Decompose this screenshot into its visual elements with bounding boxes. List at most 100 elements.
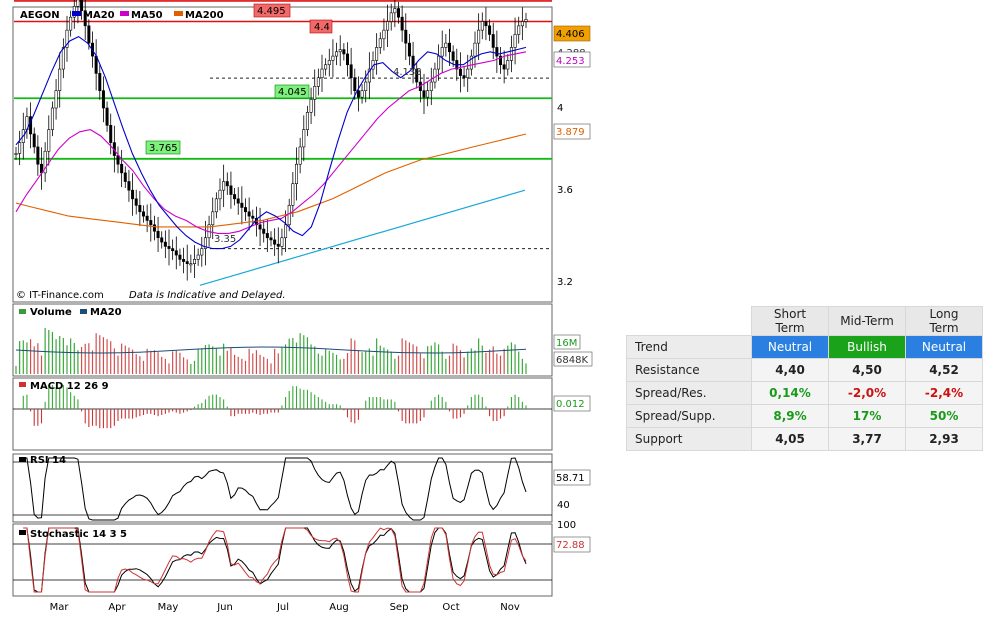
spread-res-short: 0,14% — [751, 381, 829, 405]
candle-body — [495, 47, 499, 57]
candle-body — [61, 47, 65, 70]
candle-body — [513, 34, 517, 48]
candle-body — [291, 183, 295, 206]
legend-ma200-swatch — [174, 11, 183, 16]
legend-ma50: MA50 — [131, 10, 163, 21]
candle-body — [182, 259, 186, 262]
candle-body — [316, 77, 320, 87]
y-tick-label: 3.6 — [557, 185, 573, 196]
candle-body — [309, 99, 313, 113]
rsi-label: RSI 14 — [30, 455, 66, 466]
header-long-term: Long Term — [905, 306, 983, 336]
trend-header-corner — [626, 306, 752, 336]
legend-ma20-swatch — [72, 11, 81, 16]
legend-ma20: MA20 — [83, 10, 115, 21]
candle-body — [47, 129, 51, 152]
candle-body — [244, 207, 248, 213]
y-tick-label: 3.2 — [557, 277, 573, 288]
candle-body — [327, 60, 331, 66]
x-tick-month: May — [158, 602, 179, 613]
support-box-2 — [145, 140, 181, 155]
macd-value: 0.012 — [556, 399, 585, 410]
macd-panel — [12, 377, 553, 451]
rsi-panel — [12, 453, 553, 523]
watermark: © IT-Finance.com — [16, 290, 104, 301]
rsi-swatch — [19, 457, 26, 462]
candle-body — [251, 215, 255, 219]
ma200-price-box — [553, 123, 591, 140]
candle-body — [520, 21, 524, 27]
resistance-long: 4,52 — [905, 358, 983, 382]
candle-body — [375, 47, 379, 61]
candle-body — [407, 42, 411, 57]
candle-body — [298, 146, 302, 165]
ma20-line — [15, 35, 527, 250]
candle-body — [225, 181, 229, 187]
last-price-box — [553, 25, 591, 42]
candle-body — [174, 250, 178, 256]
candle-body — [83, 10, 87, 27]
candle-body — [14, 153, 18, 155]
candle-body — [389, 12, 393, 22]
candle-body — [462, 75, 466, 79]
row-label-resistance: Resistance — [626, 358, 752, 382]
candle-body — [160, 237, 164, 243]
candle-body — [222, 181, 226, 191]
candle-body — [447, 42, 451, 53]
table-row: Support 4,05 3,77 2,93 — [626, 427, 983, 451]
ma20-price-label: 4.253 — [556, 56, 585, 67]
y-tick-label: 4 — [557, 103, 563, 114]
candle-body — [76, 0, 80, 7]
candle-body — [65, 29, 69, 48]
candle-body — [284, 224, 288, 239]
volume-swatch — [19, 309, 26, 314]
candle-body — [393, 8, 397, 14]
candle-body — [444, 42, 448, 48]
trend-header-row: Short Term Mid-Term Long Term — [626, 306, 983, 336]
x-tick-month: Sep — [390, 602, 409, 613]
trend-mid: Bullish — [828, 335, 906, 359]
volume-ma-swatch — [80, 309, 87, 314]
candle-body — [458, 68, 462, 76]
candle-body — [429, 81, 433, 92]
candle-body — [258, 224, 262, 230]
resistance-box-1 — [253, 3, 291, 18]
last-price-label: 4.406 — [556, 29, 585, 40]
candle-body — [378, 38, 382, 48]
candle-body — [437, 55, 441, 70]
macd-value-box — [553, 395, 591, 412]
volume-level-1: 16M — [556, 338, 577, 349]
candle-body — [189, 263, 193, 266]
stochastic-value-box — [553, 536, 591, 553]
header-mid-term: Mid-Term — [828, 306, 906, 336]
candle-body — [349, 64, 353, 79]
row-label-trend: Trend — [626, 335, 752, 359]
candle-body — [491, 34, 495, 48]
support-label-2: 3.765 — [149, 143, 178, 154]
candle-body — [156, 230, 160, 239]
candle-body — [211, 211, 215, 226]
rsi-value-box — [553, 469, 591, 486]
candle-body — [356, 90, 360, 98]
resistance-label-2: 4.4 — [314, 22, 330, 33]
candle-body — [509, 47, 513, 61]
spread-supp-short: 8,9% — [751, 404, 829, 428]
candle-body — [203, 237, 207, 249]
candle-body — [335, 51, 339, 57]
trend-short: Neutral — [751, 335, 829, 359]
candle-body — [32, 133, 36, 148]
ma50-line — [15, 51, 527, 234]
candles — [14, 0, 528, 281]
spread-supp-long: 50% — [905, 404, 983, 428]
volume-bars — [15, 328, 527, 374]
candle-body — [342, 49, 346, 55]
stochastic-top-tick: 100 — [557, 520, 576, 531]
candle-body — [440, 47, 444, 57]
x-tick-month: Nov — [500, 602, 520, 613]
candle-body — [426, 90, 430, 98]
candle-body — [276, 243, 280, 247]
candle-body — [142, 211, 146, 217]
trend-line — [199, 189, 526, 286]
resistance-short: 4,40 — [751, 358, 829, 382]
rsi-low-tick: 40 — [557, 500, 570, 511]
